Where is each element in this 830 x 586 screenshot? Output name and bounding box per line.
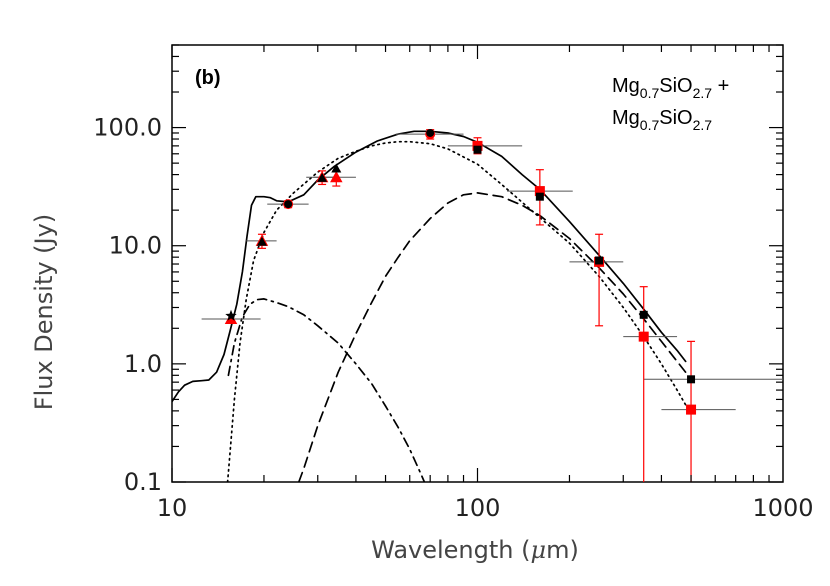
y-tick-label: 100.0 (93, 114, 162, 142)
model-marker (535, 192, 544, 201)
obs-marker (330, 170, 343, 183)
model-marker (225, 309, 237, 321)
x-axis-title: Wavelength (μm) (371, 536, 579, 564)
curve-total (172, 130, 687, 403)
composition-label-1: Mg0.7SiO2.7 + (612, 75, 729, 101)
y-tick-label: 10.0 (109, 232, 162, 260)
model-curves (172, 130, 687, 482)
model-marker (473, 145, 482, 154)
curve-hot (227, 298, 426, 482)
panel-label: (b) (195, 67, 221, 89)
curve-warm (226, 140, 687, 482)
x-tick-label: 1000 (752, 494, 813, 522)
model-marker (331, 163, 342, 173)
model-marker (256, 236, 267, 246)
axis-ticks: 10 100 1000 0.1 1.0 10.0 100.0 (93, 44, 814, 522)
model-marker (426, 128, 435, 137)
y-axis-title: Flux Density (Jy) (30, 214, 58, 410)
x-tick-label: 10 (157, 494, 188, 522)
obs-marker (534, 186, 545, 197)
model-marker (687, 375, 696, 384)
model-marker (595, 256, 604, 265)
model-marker (639, 310, 648, 319)
y-tick-label: 0.1 (124, 468, 162, 496)
obs-marker (686, 404, 697, 415)
model-marker (284, 200, 293, 209)
model-points (225, 128, 696, 384)
bandwidth-bars (201, 133, 783, 411)
curve-cold (297, 192, 687, 482)
obs-marker (638, 331, 649, 342)
observed-points (224, 129, 697, 482)
x-tick-label: 100 (455, 494, 501, 522)
model-marker (317, 172, 328, 182)
composition-label-2: Mg0.7SiO2.7 (612, 107, 712, 133)
y-tick-label: 1.0 (124, 350, 162, 378)
